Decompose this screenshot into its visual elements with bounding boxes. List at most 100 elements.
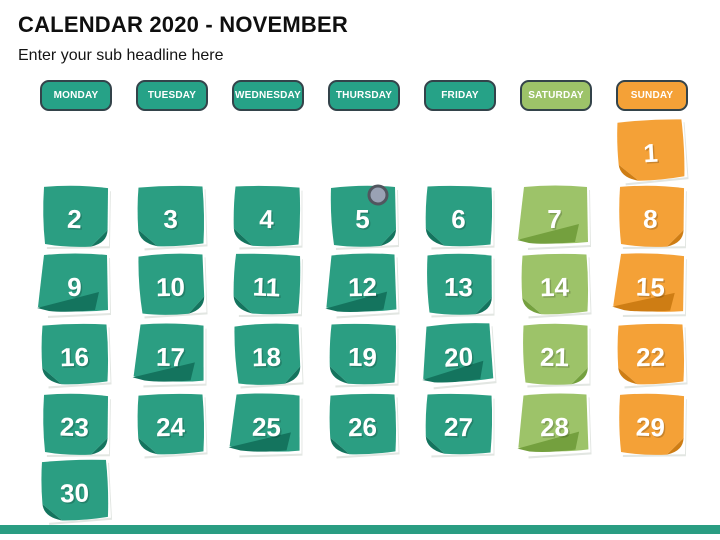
day-note-21[interactable]: 21 21 (516, 319, 593, 390)
day-note-16[interactable]: 16 16 (36, 319, 113, 390)
note-body (523, 323, 588, 385)
day-number: 23 (61, 413, 91, 444)
day-note-23[interactable]: 23 23 (36, 389, 114, 462)
note-fold (666, 230, 684, 247)
note-fold (284, 366, 301, 384)
day-number: 29 (635, 411, 665, 442)
day-number: 16 (60, 342, 89, 373)
day-number: 14 (540, 272, 570, 303)
day-number: 8 (644, 205, 660, 235)
day-number: 4 (259, 204, 275, 234)
weekday-header-wednesday[interactable]: WEDNESDAY (232, 80, 304, 111)
weekday-header-monday[interactable]: MONDAY (40, 80, 112, 111)
day-number: 13 (445, 273, 474, 304)
day-note-29[interactable]: 29 29 (612, 389, 690, 462)
note-body (619, 393, 685, 455)
day-note-11[interactable]: 11 11 (228, 249, 306, 322)
day-number: 26 (348, 412, 377, 443)
day-number: 7 (549, 206, 563, 236)
day-number: 21 (541, 343, 570, 374)
day-note-22[interactable]: 22 22 (612, 319, 689, 390)
day-number: 30 (60, 478, 90, 509)
pin-icon (367, 184, 389, 206)
note-body (425, 393, 493, 455)
day-number: 1 (643, 138, 659, 169)
day-number: 17 (156, 342, 185, 373)
day-number: 23 (59, 411, 89, 442)
day-number: 19 (348, 342, 377, 373)
day-number: 24 (156, 412, 186, 443)
day-note-18[interactable]: 18 18 (228, 319, 305, 390)
day-number: 9 (67, 272, 81, 302)
day-note-13[interactable]: 13 13 (420, 249, 497, 320)
note-body (425, 185, 493, 247)
weekday-header-friday[interactable]: FRIDAY (424, 80, 496, 111)
day-note-15[interactable]: 15 15 (612, 249, 690, 322)
day-note-19[interactable]: 19 19 (324, 319, 401, 390)
day-number: 18 (252, 342, 281, 373)
day-number: 25 (252, 412, 281, 443)
note-body (233, 253, 301, 315)
note-fold (132, 362, 195, 382)
day-number: 28 (540, 412, 569, 443)
weekday-header-saturday[interactable]: SATURDAY (520, 80, 592, 111)
day-number: 11 (254, 273, 283, 304)
day-number: 10 (156, 272, 185, 303)
day-number: 6 (451, 204, 466, 234)
note-body (329, 393, 397, 455)
day-number: 11 (252, 272, 281, 303)
note-body (617, 119, 685, 181)
note-body (137, 393, 205, 455)
day-number: 2 (68, 205, 84, 235)
day-number: 9 (69, 274, 83, 304)
weekday-header-thursday[interactable]: THURSDAY (328, 80, 400, 111)
day-number: 27 (444, 412, 473, 443)
day-number: 15 (635, 271, 665, 302)
day-number: 3 (163, 204, 178, 234)
day-note-27[interactable]: 27 27 (420, 389, 497, 460)
note-body (329, 323, 397, 385)
day-number: 24 (157, 413, 187, 444)
note-body (619, 185, 685, 247)
day-number: 1 (644, 139, 660, 170)
day-number: 26 (349, 413, 378, 444)
day-note-14[interactable]: 14 14 (516, 249, 593, 320)
day-number: 25 (253, 413, 282, 444)
weekday-header-tuesday[interactable]: TUESDAY (136, 80, 208, 111)
day-note-25[interactable]: 25 25 (228, 389, 305, 460)
note-fold (380, 229, 396, 246)
day-number: 20 (445, 343, 475, 374)
day-note-24[interactable]: 24 24 (132, 389, 209, 460)
day-note-20[interactable]: 20 20 (419, 318, 499, 392)
day-number: 14 (541, 273, 571, 304)
day-number: 22 (636, 342, 665, 373)
day-number: 5 (355, 204, 369, 234)
day-note-17[interactable]: 17 17 (132, 319, 209, 390)
day-number: 30 (61, 479, 91, 510)
day-note-28[interactable]: 28 28 (516, 389, 593, 460)
day-number: 13 (444, 272, 473, 303)
day-number: 29 (637, 413, 667, 444)
page-title: CALENDAR 2020 - NOVEMBER (18, 12, 348, 37)
sub-headline: Enter your sub headline here (18, 47, 224, 64)
day-note-10[interactable]: 10 10 (132, 249, 209, 320)
note-body (234, 323, 301, 385)
day-note-26[interactable]: 26 26 (324, 389, 401, 460)
note-fold (422, 360, 484, 383)
day-number: 18 (253, 343, 282, 374)
day-note-30[interactable]: 30 30 (36, 455, 114, 528)
day-note-12[interactable]: 12 12 (324, 249, 401, 320)
note-fold (517, 431, 580, 452)
weekday-header-sunday[interactable]: SUNDAY (616, 80, 688, 111)
day-number: 19 (349, 343, 378, 374)
